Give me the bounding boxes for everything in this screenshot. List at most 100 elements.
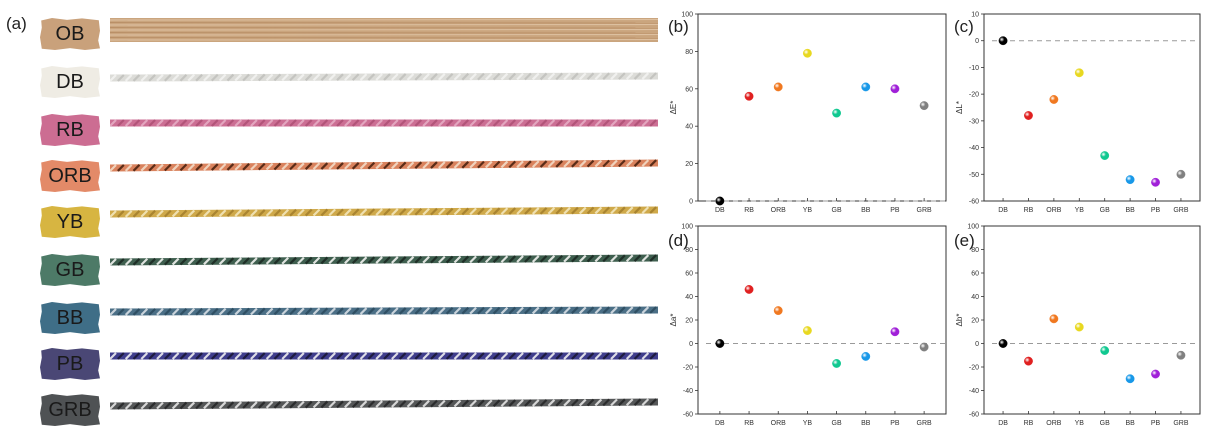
y-tick-label: 100 xyxy=(967,224,979,231)
x-tick-label: BB xyxy=(1125,420,1135,427)
data-point-db xyxy=(998,36,1008,46)
chart-d: (d)100 80 60 40 20 0 -20 -40 -60 Δa* DB RB ORB YB GB BB… xyxy=(668,224,947,427)
x-tick-label: DB xyxy=(715,420,725,427)
plot-frame xyxy=(697,13,947,202)
x-tick-label: GRB xyxy=(1173,207,1189,214)
y-tick-label: 60 xyxy=(685,86,693,93)
y-tick-label: 80 xyxy=(685,49,693,56)
x-tick-label: RB xyxy=(744,420,754,427)
swatch-ob: OB xyxy=(40,18,100,50)
panel-label: (b) xyxy=(668,17,689,36)
swatch-label: OB xyxy=(55,22,85,45)
swatch-label: RB xyxy=(56,118,84,141)
plot-frame xyxy=(983,13,1201,202)
data-point-bb xyxy=(861,352,871,361)
data-point-orb xyxy=(773,82,783,92)
y-tick-label: 20 xyxy=(685,161,693,168)
y-tick-label: -30 xyxy=(969,118,979,125)
data-point-rb xyxy=(744,285,754,294)
x-tick-label: YB xyxy=(1075,420,1085,427)
y-tick-label: 20 xyxy=(971,318,979,325)
x-tick-label: ORB xyxy=(771,420,787,427)
x-tick-label: ORB xyxy=(1046,420,1062,427)
x-tick-label: GRB xyxy=(917,420,933,427)
x-tick-label: PB xyxy=(890,420,900,427)
x-tick-label: DB xyxy=(998,420,1008,427)
x-tick-label: BB xyxy=(861,207,871,214)
data-point-yb xyxy=(1074,68,1084,78)
y-tick-label: -20 xyxy=(969,365,979,372)
y-tick-label: -40 xyxy=(683,388,693,395)
y-tick-label: -60 xyxy=(969,199,979,206)
data-point-pb xyxy=(890,327,900,337)
swatch-pb: PB xyxy=(40,348,100,380)
x-tick-label: RB xyxy=(1024,420,1034,427)
data-point-pb xyxy=(1151,369,1160,379)
y-tick-label: 40 xyxy=(971,294,979,301)
x-tick-label: DB xyxy=(998,207,1008,214)
y-tick-label: 40 xyxy=(685,294,693,301)
panel-label-a: (a) xyxy=(6,14,27,33)
data-point-rb xyxy=(744,91,754,101)
swatch-bb: BB xyxy=(40,302,100,334)
data-point-yb xyxy=(803,48,812,58)
swatch-label: GRB xyxy=(48,398,92,421)
rope-pb xyxy=(110,352,658,360)
data-point-pb xyxy=(1151,177,1160,187)
y-tick-label: 0 xyxy=(689,199,693,206)
panel-label: (c) xyxy=(954,17,974,36)
y-tick-label: 100 xyxy=(681,12,693,19)
data-point-db xyxy=(715,196,725,206)
rope-yb xyxy=(110,206,658,218)
x-tick-label: YB xyxy=(803,207,813,214)
panel-label: (e) xyxy=(954,231,975,250)
data-point-gb xyxy=(1100,346,1110,355)
data-point-yb xyxy=(803,326,812,335)
swatch-label: YB xyxy=(56,210,84,233)
swatch-label: ORB xyxy=(48,164,92,187)
data-point-bb xyxy=(1125,374,1135,384)
data-point-bb xyxy=(1125,175,1135,185)
data-point-grb xyxy=(1176,350,1186,360)
y-tick-label: 100 xyxy=(681,224,693,231)
x-tick-label: RB xyxy=(744,207,754,214)
y-tick-label: -60 xyxy=(969,412,979,419)
x-tick-label: PB xyxy=(1151,420,1161,427)
rope-grb xyxy=(110,398,658,410)
y-tick-label: -10 xyxy=(969,65,979,72)
y-tick-label: -40 xyxy=(969,145,979,152)
x-tick-label: BB xyxy=(861,420,871,427)
x-tick-label: GB xyxy=(1100,420,1110,427)
data-point-yb xyxy=(1074,322,1084,332)
y-axis-label: ΔL* xyxy=(955,101,964,114)
y-tick-label: 0 xyxy=(689,341,693,348)
data-point-gb xyxy=(832,108,841,118)
swatch-db: DB xyxy=(40,66,100,98)
x-tick-label: DB xyxy=(715,207,725,214)
swatch-orb: ORB xyxy=(40,160,100,192)
x-tick-label: YB xyxy=(1075,207,1085,214)
data-point-bb xyxy=(861,82,871,92)
chart-b: (b) 0 20 40 60 80 100 ΔE* DB RB ORB YB GB BB PB GRB xyxy=(668,12,947,214)
chart-c: (c)10 0 -10 -20 -30 -40 -50 -60 ΔL* DB RB ORB YB GB BB… xyxy=(954,12,1201,214)
rope-gb xyxy=(110,254,658,266)
y-axis-label: Δb* xyxy=(955,314,964,327)
data-point-orb xyxy=(1049,314,1059,324)
x-tick-label: ORB xyxy=(1046,207,1062,214)
x-tick-label: PB xyxy=(890,207,900,214)
x-tick-label: GB xyxy=(832,420,842,427)
y-tick-label: 0 xyxy=(975,38,979,45)
data-point-gb xyxy=(1100,151,1110,160)
y-tick-label: 40 xyxy=(685,124,693,131)
data-point-grb xyxy=(919,342,929,352)
data-point-db xyxy=(715,339,725,348)
x-tick-label: GRB xyxy=(1173,420,1189,427)
x-tick-label: GRB xyxy=(917,207,933,214)
data-point-rb xyxy=(1024,356,1033,366)
x-tick-label: GB xyxy=(1100,207,1110,214)
swatch-label: DB xyxy=(56,70,84,93)
swatch-label: BB xyxy=(56,306,84,329)
data-point-db xyxy=(998,339,1008,348)
y-tick-label: 60 xyxy=(685,271,693,278)
